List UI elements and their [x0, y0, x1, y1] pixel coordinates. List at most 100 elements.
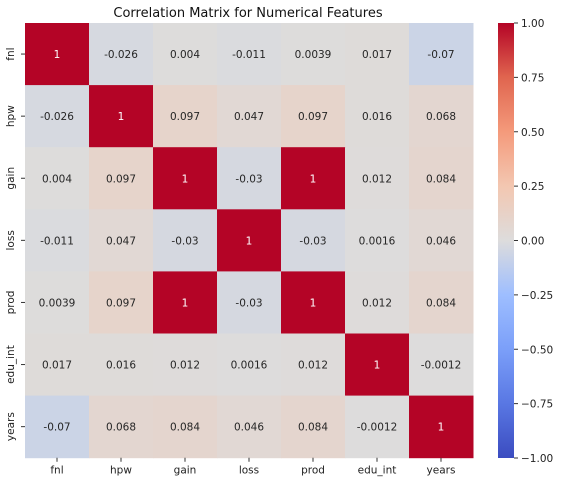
y-tick-label: prod: [5, 291, 17, 315]
heatmap-value-label: 0.0039: [39, 297, 76, 309]
heatmap-value-label: 0.017: [42, 360, 72, 372]
heatmap-cell: [25, 333, 90, 397]
x-tick-label: hpw: [110, 465, 132, 477]
heatmap-cell: [89, 147, 154, 210]
heatmap-cell: [345, 395, 410, 459]
heatmap-value-label: 0.004: [170, 49, 200, 61]
heatmap-value-label: 0.084: [426, 297, 456, 309]
heatmap-cell: [89, 209, 154, 272]
heatmap-value-label: 1: [246, 235, 253, 247]
heatmap-cell: [217, 395, 282, 459]
x-tick-label: prod: [301, 465, 325, 477]
heatmap-value-label: -0.03: [171, 235, 198, 247]
heatmap-cell: [345, 85, 410, 148]
heatmap-value-label: 1: [54, 49, 61, 61]
heatmap-cell: [25, 271, 90, 334]
heatmap-value-label: 1: [118, 111, 125, 123]
heatmap-cell: [25, 85, 90, 148]
heatmap-cell: [409, 395, 474, 459]
colorbar-tick-label: 0.00: [521, 236, 544, 248]
heatmap-cell: [89, 333, 154, 397]
heatmap-value-label: 0.012: [362, 297, 392, 309]
y-tick-label: gain: [5, 167, 17, 190]
colorbar-tick-label: 0.50: [521, 127, 544, 139]
heatmap-value-label: -0.03: [235, 297, 262, 309]
heatmap-cell: [217, 271, 282, 334]
chart-title: Correlation Matrix for Numerical Feature…: [113, 6, 382, 21]
heatmap-cell: [345, 147, 410, 210]
heatmap-value-label: -0.0012: [421, 360, 462, 372]
heatmap-cell: [409, 333, 474, 397]
heatmap-cell: [89, 395, 154, 459]
x-tick-label: loss: [239, 465, 259, 477]
heatmap-cell: [153, 271, 218, 334]
heatmap-value-label: 0.084: [426, 173, 456, 185]
heatmap-cell: [281, 209, 346, 272]
heatmap-cell: [345, 333, 410, 397]
heatmap-value-label: 1: [310, 297, 317, 309]
heatmap-value-label: 0.097: [170, 111, 200, 123]
heatmap-value-label: 0.084: [298, 422, 328, 434]
heatmap-cell: [345, 23, 410, 86]
heatmap-cell: [25, 395, 90, 459]
heatmap-value-label: 0.004: [42, 173, 72, 185]
heatmap-value-label: -0.026: [40, 111, 74, 123]
x-tick-label: years: [427, 465, 456, 477]
y-tick-label: years: [5, 412, 17, 441]
heatmap-cell: [345, 209, 410, 272]
heatmap-value-label: 0.0016: [359, 235, 396, 247]
heatmap-value-label: 0.012: [298, 360, 328, 372]
heatmap-cell: [409, 23, 474, 86]
heatmap-cell: [409, 85, 474, 148]
heatmap-cell: [217, 147, 282, 210]
colorbar-tick-label: 0.75: [521, 72, 544, 84]
x-axis: fnl hpw gain loss prod edu_int years: [50, 457, 456, 477]
heatmap-value-label: -0.026: [104, 49, 138, 61]
heatmap-value-label: 1: [374, 360, 381, 372]
heatmap-cell: [89, 85, 154, 148]
heatmap-cell: [281, 271, 346, 334]
colorbar-tick-label: 1.00: [521, 18, 544, 30]
heatmap-cell: [153, 209, 218, 272]
heatmap-value-label: -0.0012: [357, 422, 398, 434]
heatmap-value-label: 0.047: [106, 235, 136, 247]
heatmap-value-label: -0.07: [427, 49, 454, 61]
heatmap-cell: [281, 147, 346, 210]
colorbar: [498, 23, 514, 458]
heatmap-value-label: 0.046: [234, 422, 264, 434]
heatmap-cell: [409, 147, 474, 210]
heatmap-cell: [281, 333, 346, 397]
colorbar-tick-label: −0.50: [521, 344, 553, 356]
heatmap-value-label: 0.084: [170, 422, 200, 434]
heatmap-cell: [345, 271, 410, 334]
heatmap-cell: [217, 85, 282, 148]
heatmap-value-label: 0.068: [106, 422, 136, 434]
heatmap-cell: [25, 209, 90, 272]
heatmap-value-label: 0.0039: [295, 49, 332, 61]
y-tick-label: edu_int: [5, 345, 17, 384]
heatmap-cell: [217, 23, 282, 86]
heatmap-value-label: 0.068: [426, 111, 456, 123]
x-tick-label: fnl: [50, 465, 63, 477]
colorbar-ticks: 1.00 0.75 0.50 0.25 0.00 −0.25 −0.50 −0.75 −1.00: [514, 18, 553, 465]
heatmap-cell: [217, 333, 282, 397]
heatmap-value-label: 1: [310, 173, 317, 185]
heatmap-value-labels: 1 -0.026 0.004 -0.011 0.0039 0.017 -0.07 -0.026…: [39, 49, 462, 434]
heatmap-cell: [89, 23, 154, 86]
heatmap-value-label: 0.046: [426, 235, 456, 247]
heatmap-value-label: -0.03: [235, 173, 262, 185]
heatmap-value-label: 0.017: [362, 49, 392, 61]
heatmap-cell: [25, 147, 90, 210]
heatmap-value-label: 0.097: [106, 297, 136, 309]
colorbar-gradient: [498, 23, 514, 458]
heatmap-value-label: -0.011: [40, 235, 74, 247]
colorbar-tick-label: −0.75: [521, 399, 553, 411]
heatmap-value-label: 0.097: [106, 173, 136, 185]
heatmap-cell: [153, 147, 218, 210]
y-tick-label: hpw: [5, 105, 17, 127]
heatmap-cell: [153, 333, 218, 397]
heatmap-cell: [25, 23, 90, 86]
heatmap-cell: [153, 23, 218, 86]
